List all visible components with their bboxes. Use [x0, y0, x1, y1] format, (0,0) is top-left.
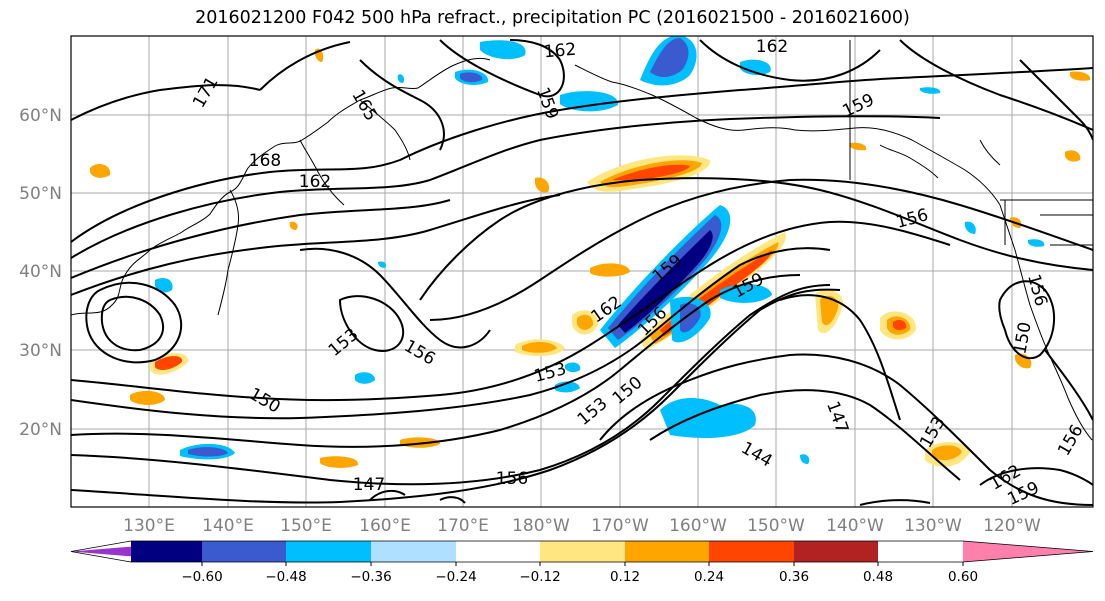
lon-tick-label: 160°E [359, 516, 411, 536]
colorbar-segment [456, 541, 540, 562]
colorbar-segment [131, 541, 202, 562]
coastlines [71, 40, 1093, 441]
contour-label: 168 [249, 151, 281, 171]
colorbar-tick-label: −0.48 [265, 569, 306, 585]
lon-tick-label: 140°W [826, 516, 884, 536]
colorbar-tick-label: 0.12 [610, 569, 640, 585]
colorbar-tick-label: −0.36 [350, 569, 391, 585]
colorbar-outline [70, 540, 1094, 563]
lon-tick-label: 120°W [983, 516, 1041, 536]
colorbar-tick-label: 0.60 [948, 569, 978, 585]
lon-tick-label: 140°E [202, 516, 254, 536]
lat-tick-label: 40°N [19, 262, 62, 282]
precip-shading [90, 36, 1091, 468]
lon-tick-label: 180°W [512, 516, 570, 536]
colorbar-tick-label: −0.12 [519, 569, 560, 585]
lat-tick-label: 50°N [19, 184, 62, 204]
colorbar-tick-label: 0.36 [779, 569, 809, 585]
lon-tick-label: 130°W [904, 516, 962, 536]
lat-tick-label: 20°N [19, 420, 62, 440]
contour-label: 162 [543, 40, 577, 63]
lon-tick-label: 130°E [123, 516, 175, 536]
colorbar-tick-label: −0.60 [181, 569, 222, 585]
lon-tick-label: 160°W [669, 516, 727, 536]
colorbar-segment [794, 541, 878, 562]
lon-tick-label: 170°E [437, 516, 489, 536]
colorbar-segment [540, 541, 625, 562]
lon-tick-label: 150°E [280, 516, 332, 536]
colorbar-tick-label: 0.48 [863, 569, 893, 585]
contour-label: 156 [496, 469, 528, 489]
colorbar-segment [202, 541, 286, 562]
contour-label: 162 [756, 37, 788, 57]
colorbar: −0.60 −0.48 −0.36 −0.24 −0.12 0.12 0.24 0.36 0.4… [70, 540, 1094, 585]
lon-tick-label: 170°W [591, 516, 649, 536]
map-title: 2016021200 F042 500 hPa refract., precip… [195, 8, 910, 28]
colorbar-segment [625, 541, 709, 562]
lat-tick-label: 60°N [19, 106, 62, 126]
colorbar-tick-label: 0.24 [694, 569, 724, 585]
colorbar-tick-label: −0.24 [435, 569, 476, 585]
colorbar-segment [371, 541, 456, 562]
contour-label: 162 [299, 172, 331, 192]
colorbar-segment [286, 541, 371, 562]
contour-label: 147 [353, 475, 385, 495]
refractivity-contours [71, 39, 1093, 506]
lon-tick-label: 150°W [747, 516, 805, 536]
colorbar-extend-max [963, 541, 1093, 562]
map-frame [70, 35, 1094, 508]
lat-tick-label: 30°N [19, 341, 62, 361]
colorbar-segment [709, 541, 794, 562]
